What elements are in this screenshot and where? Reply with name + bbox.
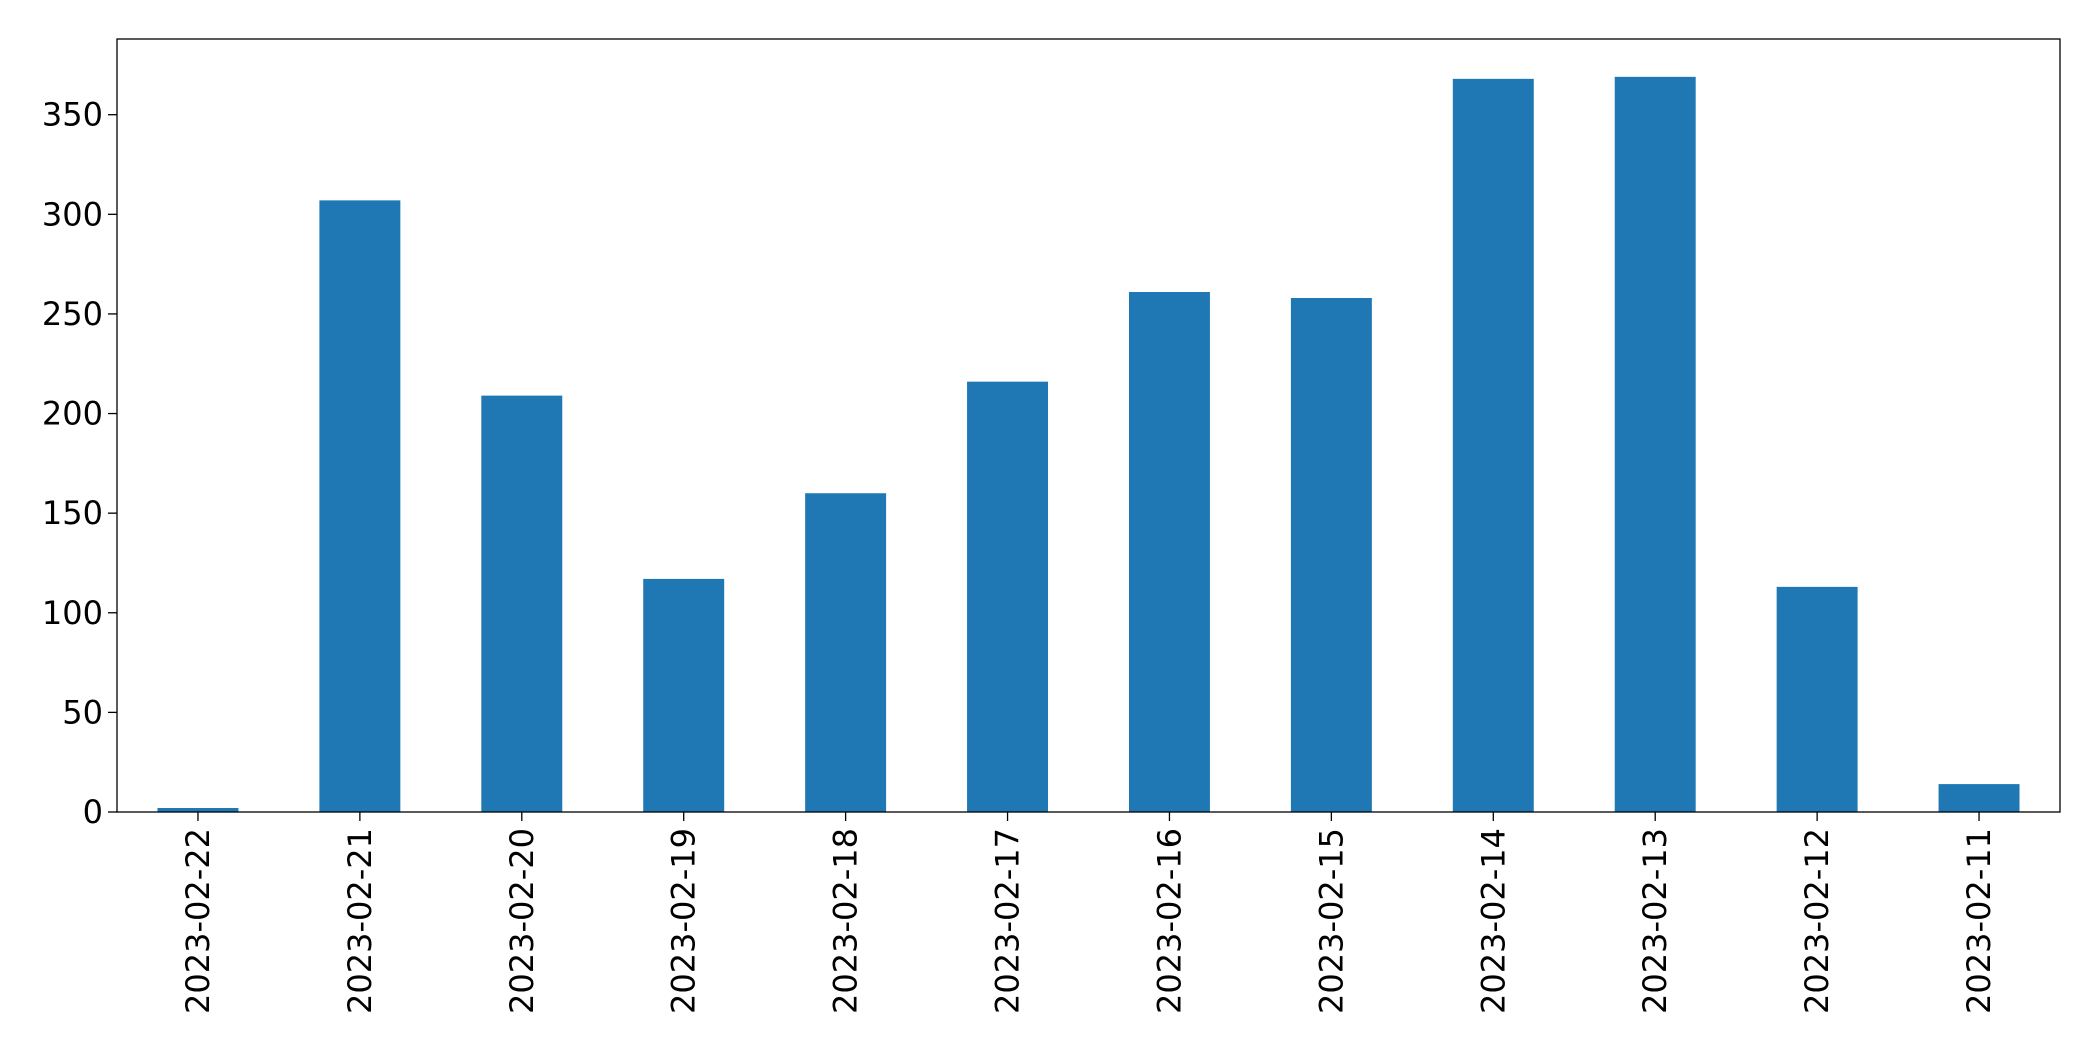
y-tick-label: 200 — [42, 395, 103, 433]
y-tick-label: 250 — [42, 295, 103, 333]
bar-2023-02-18 — [805, 493, 887, 812]
x-tick-label: 2023-02-16 — [1150, 828, 1188, 1014]
x-tick-label: 2023-02-21 — [341, 828, 379, 1014]
bars-group — [157, 76, 2020, 813]
bar-2023-02-14 — [1452, 78, 1534, 813]
x-tick-label: 2023-02-20 — [503, 828, 541, 1014]
x-tick-label: 2023-02-15 — [1312, 828, 1350, 1014]
bar-2023-02-11 — [1938, 784, 2020, 812]
y-tick-label: 0 — [83, 793, 103, 831]
bar-2023-02-15 — [1290, 297, 1372, 812]
bar-2023-02-21 — [319, 200, 401, 812]
bar-2023-02-19 — [643, 578, 725, 812]
x-tick-label: 2023-02-19 — [665, 828, 703, 1014]
bar-2023-02-12 — [1776, 586, 1858, 812]
bar-2023-02-13 — [1614, 76, 1696, 813]
x-tick-label: 2023-02-13 — [1636, 828, 1674, 1014]
x-tick-label: 2023-02-17 — [989, 828, 1027, 1014]
x-tick-label: 2023-02-14 — [1474, 828, 1512, 1014]
bar-2023-02-17 — [967, 381, 1049, 812]
y-axis: 0 50 100 150 200 250 300 350 — [42, 96, 117, 831]
y-tick-label: 350 — [42, 96, 103, 134]
bar-2023-02-16 — [1128, 292, 1210, 812]
y-tick-label: 150 — [42, 494, 103, 532]
bar-2023-02-22 — [157, 808, 239, 812]
x-tick-label: 2023-02-11 — [1960, 828, 1998, 1014]
y-tick-label: 300 — [42, 195, 103, 233]
x-tick-label: 2023-02-18 — [827, 828, 865, 1014]
y-tick-label: 50 — [62, 693, 103, 731]
x-axis: 2023-02-22 2023-02-21 2023-02-20 2023-02-19… — [179, 812, 1998, 1014]
x-tick-label: 2023-02-22 — [179, 828, 217, 1014]
y-tick-label: 100 — [42, 594, 103, 632]
bar-2023-02-20 — [481, 395, 563, 812]
x-tick-label: 2023-02-12 — [1798, 828, 1836, 1014]
plot-frame — [116, 38, 2061, 813]
